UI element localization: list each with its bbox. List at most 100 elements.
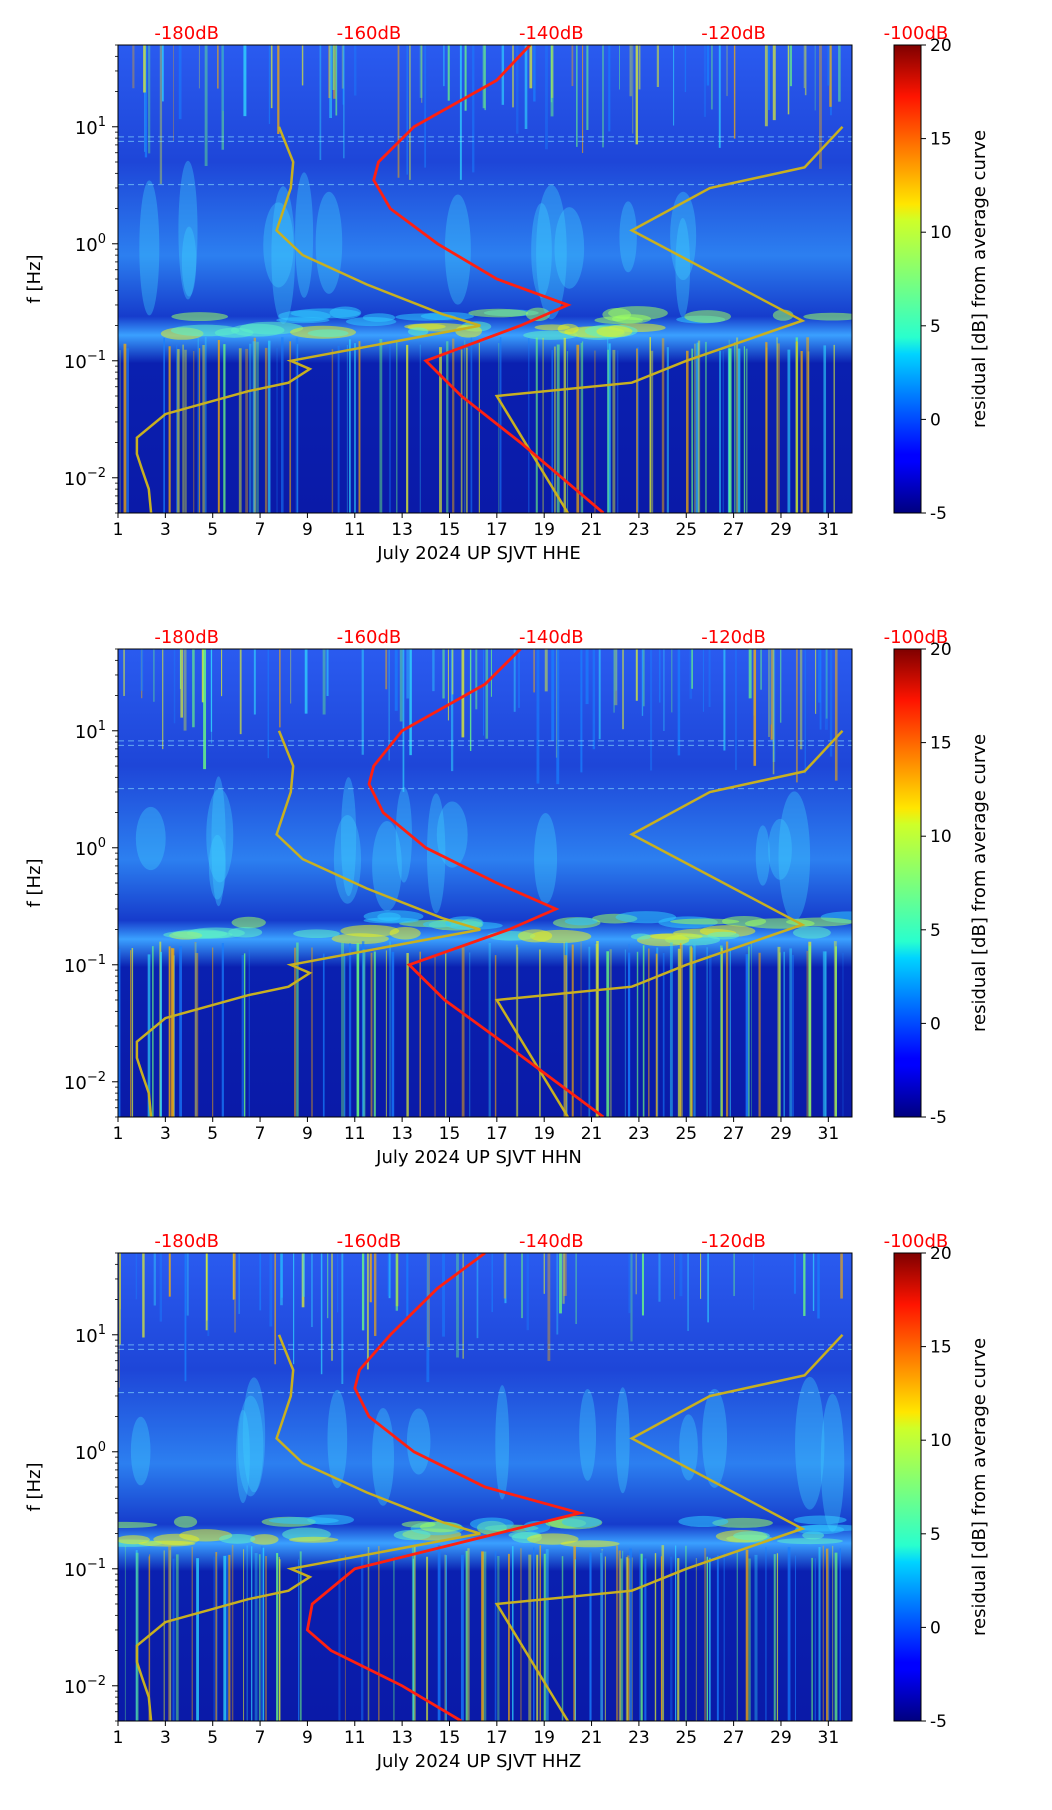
spectrogram-heatmap <box>118 1253 852 1721</box>
x-tick-label: 25 <box>675 520 697 540</box>
y-tick-label: 10−2 <box>64 1674 106 1698</box>
average-psd-curve <box>367 649 605 1117</box>
y-tick-label: 100 <box>75 836 106 860</box>
x-tick-label: 31 <box>818 520 840 540</box>
x-tick-label: 23 <box>628 1728 650 1748</box>
y-tick-label: 10−1 <box>64 953 106 977</box>
x-tick-label: 9 <box>302 520 313 540</box>
x-tick-label: 21 <box>581 1124 603 1144</box>
colorbar-tick-label: 0 <box>930 1014 941 1034</box>
high-noise-model-curve <box>494 729 844 1117</box>
x-tick-label: 1 <box>113 1728 124 1748</box>
y-tick-label: 10−1 <box>64 1557 106 1581</box>
x-axis-label: July 2024 UP SJVT HHN <box>375 1147 582 1168</box>
db-scale-label: -120dB <box>701 627 766 648</box>
y-tick-label: 101 <box>75 115 106 139</box>
x-tick-label: 21 <box>581 1728 603 1748</box>
x-axis-label: July 2024 UP SJVT HHZ <box>376 1751 582 1772</box>
colorbar-label: residual [dB] from average curve <box>969 130 990 428</box>
db-scale-label: -100dB <box>884 627 949 648</box>
x-tick-label: 29 <box>770 520 792 540</box>
x-tick-label: 13 <box>391 1124 413 1144</box>
db-scale-label: -120dB <box>701 23 766 44</box>
spectrogram-heatmap <box>118 45 852 513</box>
x-tick-label: 9 <box>302 1124 313 1144</box>
x-tick-label: 7 <box>255 520 266 540</box>
db-scale-label: -140dB <box>519 1231 584 1252</box>
low-noise-model-curve <box>135 730 481 1117</box>
y-tick-label: 101 <box>75 719 106 743</box>
low-noise-model-curve <box>135 1334 481 1721</box>
db-scale-label: -180dB <box>154 1231 219 1252</box>
x-axis-label: July 2024 UP SJVT HHE <box>376 543 581 564</box>
x-tick-label: 3 <box>160 520 171 540</box>
db-scale-label: -100dB <box>884 1231 949 1252</box>
y-tick-label: 10−2 <box>64 466 106 490</box>
x-tick-label: 27 <box>723 520 745 540</box>
colorbar-label: residual [dB] from average curve <box>969 1338 990 1636</box>
y-axis-label: f [Hz] <box>24 858 45 907</box>
colorbar-tick-label: -5 <box>930 1712 947 1732</box>
colorbar-tick-label: 10 <box>930 827 952 847</box>
colorbar: 20 15 10 5 0 -5 residual [dB] from average cur… <box>893 1244 990 1732</box>
colorbar-label: residual [dB] from average curve <box>969 734 990 1032</box>
x-tick-label: 5 <box>207 1124 218 1144</box>
x-tick-label: 11 <box>344 1728 366 1748</box>
colorbar-tick-label: 20 <box>930 1244 952 1264</box>
x-tick-label: 13 <box>391 1728 413 1748</box>
db-scale-label: -180dB <box>154 23 219 44</box>
x-tick-label: 19 <box>533 1728 555 1748</box>
x-tick-label: 15 <box>439 1728 461 1748</box>
x-tick-label: 17 <box>486 520 508 540</box>
high-noise-model-curve <box>494 1333 844 1721</box>
y-tick-label: 100 <box>75 1440 106 1464</box>
x-tick-label: 27 <box>723 1124 745 1144</box>
x-tick-label: 5 <box>207 1728 218 1748</box>
x-tick-label: 3 <box>160 1728 171 1748</box>
spectrogram-heatmap <box>118 649 852 1117</box>
db-scale-label: -120dB <box>701 1231 766 1252</box>
x-tick-label: 1 <box>113 520 124 540</box>
y-tick-label: 10−1 <box>64 349 106 373</box>
colorbar-tick-label: 10 <box>930 1431 952 1451</box>
db-scale-label: -160dB <box>337 23 402 44</box>
x-tick-label: 9 <box>302 1728 313 1748</box>
colorbar-tick-label: -5 <box>930 504 947 524</box>
low-noise-model-curve <box>135 126 481 513</box>
x-tick-label: 7 <box>255 1124 266 1144</box>
x-tick-label: 15 <box>439 520 461 540</box>
colorbar-tick-label: 5 <box>930 921 941 941</box>
average-psd-curve <box>372 45 605 513</box>
db-scale-label: -160dB <box>337 627 402 648</box>
x-tick-label: 5 <box>207 520 218 540</box>
x-tick-label: 21 <box>581 520 603 540</box>
x-tick-label: 25 <box>675 1728 697 1748</box>
x-tick-label: 23 <box>628 520 650 540</box>
x-tick-label: 1 <box>113 1124 124 1144</box>
db-scale-label: -140dB <box>519 627 584 648</box>
x-tick-label: 11 <box>344 1124 366 1144</box>
y-tick-label: 100 <box>75 232 106 256</box>
high-noise-model-curve <box>494 125 844 513</box>
average-psd-curve <box>305 1253 586 1721</box>
colorbar-tick-label: -5 <box>930 1108 947 1128</box>
x-tick-label: 19 <box>533 520 555 540</box>
y-tick-label: 101 <box>75 1323 106 1347</box>
x-tick-label: 27 <box>723 1728 745 1748</box>
x-tick-label: 17 <box>486 1124 508 1144</box>
colorbar-tick-label: 15 <box>930 130 952 150</box>
x-tick-label: 3 <box>160 1124 171 1144</box>
x-tick-label: 19 <box>533 1124 555 1144</box>
x-tick-label: 23 <box>628 1124 650 1144</box>
x-tick-label: 31 <box>818 1728 840 1748</box>
x-tick-label: 29 <box>770 1124 792 1144</box>
x-tick-label: 15 <box>439 1124 461 1144</box>
colorbar-tick-label: 20 <box>930 640 952 660</box>
db-scale-label: -100dB <box>884 23 949 44</box>
colorbar-tick-label: 20 <box>930 36 952 56</box>
db-scale-label: -140dB <box>519 23 584 44</box>
